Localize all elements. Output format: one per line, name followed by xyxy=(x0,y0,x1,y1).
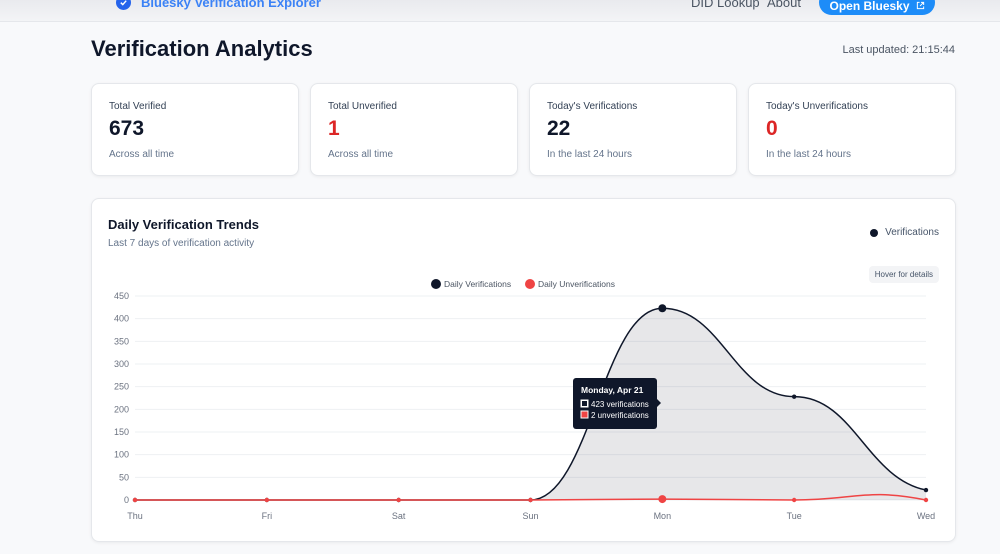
last-updated: Last updated: 21:15:44 xyxy=(842,44,955,56)
external-link-icon xyxy=(916,1,924,10)
tooltip-title: Monday, Apr 21 xyxy=(581,385,644,395)
y-tick-label: 300 xyxy=(114,359,129,369)
stat-card-today-unverifications: Today's Unverifications 0 In the last 24… xyxy=(748,83,956,176)
y-tick-label: 100 xyxy=(114,450,129,460)
data-point xyxy=(658,495,667,504)
tooltip-swatch-inner xyxy=(582,401,587,406)
chart-title: Daily Verification Trends xyxy=(108,217,259,232)
nav-did-lookup[interactable]: DID Lookup xyxy=(691,0,760,10)
stat-label: Total Verified xyxy=(109,101,167,112)
chart-subtitle: Last 7 days of verification activity xyxy=(108,238,255,249)
stat-card-total-verified: Total Verified 673 Across all time xyxy=(91,83,299,176)
open-bluesky-button[interactable]: Open Bluesky xyxy=(819,0,935,15)
verifications-legend-label: Verifications xyxy=(885,227,939,238)
x-tick-label: Fri xyxy=(262,511,273,521)
stat-card-today-verifications: Today's Verifications 22 In the last 24 … xyxy=(529,83,737,176)
hover-hint-badge: Hover for details xyxy=(868,266,939,283)
legend-label: Daily Verifications xyxy=(444,279,511,289)
legend-label: Daily Unverifications xyxy=(538,279,615,289)
x-tick-label: Wed xyxy=(917,511,935,521)
y-tick-label: 50 xyxy=(119,472,129,482)
verifications-legend: Verifications xyxy=(870,227,939,238)
y-tick-label: 350 xyxy=(114,336,129,346)
x-tick-label: Sat xyxy=(392,511,406,521)
stat-subtext: Across all time xyxy=(109,149,175,160)
data-point xyxy=(658,304,667,313)
stat-label: Today's Unverifications xyxy=(766,101,868,112)
stat-value: 673 xyxy=(109,117,145,140)
legend-marker xyxy=(525,279,535,289)
y-tick-label: 0 xyxy=(124,495,129,505)
stat-value: 22 xyxy=(547,117,571,140)
data-point xyxy=(264,497,270,503)
brand-name: Bluesky Verification Explorer xyxy=(141,0,321,10)
tooltip-arrow xyxy=(657,399,661,407)
nav-about[interactable]: About xyxy=(767,0,801,10)
top-navbar: Bluesky Verification Explorer DID Lookup… xyxy=(0,0,1000,22)
page-title: Verification Analytics xyxy=(91,36,313,61)
verifications-area xyxy=(135,308,926,500)
stat-label: Total Unverified xyxy=(328,101,397,112)
stat-value: 1 xyxy=(328,117,340,140)
stat-value: 0 xyxy=(766,117,778,140)
verified-check-icon xyxy=(116,0,131,10)
y-tick-label: 200 xyxy=(114,404,129,414)
x-tick-label: Thu xyxy=(127,511,143,521)
data-point xyxy=(791,497,797,503)
legend-dot-icon xyxy=(870,228,879,237)
y-tick-label: 400 xyxy=(114,314,129,324)
data-point xyxy=(528,497,533,503)
tooltip-line-unverifications: 2 unverifications xyxy=(591,411,649,420)
y-tick-label: 450 xyxy=(114,291,129,301)
stat-label: Today's Verifications xyxy=(547,101,638,112)
x-tick-label: Sun xyxy=(522,511,538,521)
brand-link[interactable]: Bluesky Verification Explorer xyxy=(116,0,321,10)
tooltip-line-verifications: 423 verifications xyxy=(591,400,649,409)
data-point xyxy=(923,487,929,493)
data-point xyxy=(396,497,401,503)
stat-subtext: In the last 24 hours xyxy=(766,149,852,160)
y-tick-label: 250 xyxy=(114,382,129,392)
x-tick-label: Tue xyxy=(787,511,802,521)
legend-marker xyxy=(431,279,441,289)
data-point xyxy=(791,394,797,399)
data-point xyxy=(132,497,138,503)
trends-chart-card: Daily Verification Trends Last 7 days of… xyxy=(91,198,956,542)
tooltip-swatch-unverifications xyxy=(580,410,589,419)
data-point xyxy=(923,497,929,503)
open-bluesky-label: Open Bluesky xyxy=(829,0,910,13)
stat-subtext: Across all time xyxy=(328,149,394,160)
y-tick-label: 150 xyxy=(114,427,129,437)
tooltip-box xyxy=(573,378,657,429)
stat-card-total-unverified: Total Unverified 1 Across all time xyxy=(310,83,518,176)
trends-chart[interactable]: 0 50 100 150 200 250 300 350 400 450 Thu Fri Sat Sun M… xyxy=(92,199,957,543)
stat-subtext: In the last 24 hours xyxy=(547,149,633,160)
x-tick-label: Mon xyxy=(654,511,672,521)
